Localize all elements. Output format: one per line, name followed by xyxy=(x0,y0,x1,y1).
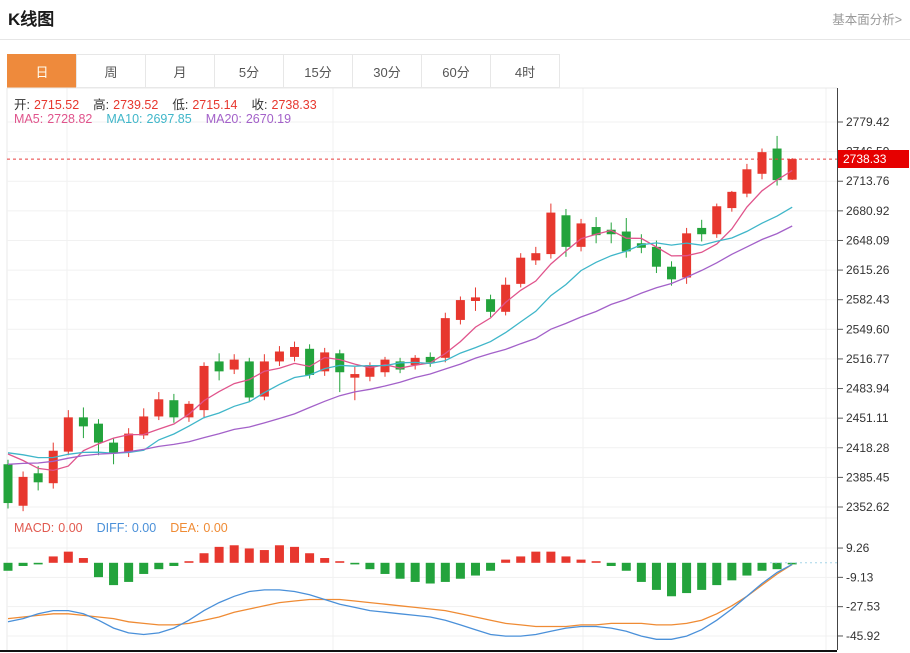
svg-text:2779.42: 2779.42 xyxy=(846,115,890,129)
metric-label: MA20: xyxy=(205,112,242,126)
metric-label: MACD: xyxy=(14,521,55,535)
widget-header: K线图 基本面分析> xyxy=(0,0,910,40)
tab-30min[interactable]: 30分 xyxy=(352,54,422,88)
fundamental-analysis-link[interactable]: 基本面分析> xyxy=(832,13,902,27)
metric-value: 2739.52 xyxy=(113,98,159,112)
svg-text:2615.26: 2615.26 xyxy=(846,263,890,277)
metric-label: 收: xyxy=(251,98,268,112)
metric-value: 0.00 xyxy=(203,521,228,535)
metric-label: 低: xyxy=(172,98,189,112)
tab-60min[interactable]: 60分 xyxy=(421,54,491,88)
metric-value: 2670.19 xyxy=(245,112,292,126)
svg-text:2648.09: 2648.09 xyxy=(846,233,890,247)
metric-value: 2715.52 xyxy=(33,98,80,112)
svg-text:2582.43: 2582.43 xyxy=(846,293,890,307)
metric-label: DEA: xyxy=(170,521,200,535)
metric-value: 0.00 xyxy=(58,521,83,535)
svg-text:2418.28: 2418.28 xyxy=(846,441,890,455)
metric-value: 0.00 xyxy=(131,521,157,535)
svg-text:-9.13: -9.13 xyxy=(846,570,874,584)
svg-text:2549.60: 2549.60 xyxy=(846,322,890,336)
metric-value: 2738.33 xyxy=(271,98,317,112)
metric-label: 高: xyxy=(93,98,110,112)
svg-text:-45.92: -45.92 xyxy=(846,629,880,643)
tab-5min[interactable]: 5分 xyxy=(214,54,284,88)
period-tabs: 日周月 5分 15分 30分 60分 4时 xyxy=(7,54,560,88)
svg-text:2385.45: 2385.45 xyxy=(846,470,890,484)
svg-text:9.26: 9.26 xyxy=(846,541,870,555)
svg-text:-27.53: -27.53 xyxy=(846,600,880,614)
metric-label: 开: xyxy=(14,98,30,112)
macd-info: MACD: 0.00 DIFF: 0.00 DEA: 0.00 xyxy=(14,521,242,535)
metric-value: 2728.82 xyxy=(47,112,93,126)
svg-text:2352.62: 2352.62 xyxy=(846,500,890,514)
svg-text:2713.76: 2713.76 xyxy=(846,174,890,188)
tab-15min[interactable]: 15分 xyxy=(283,54,353,88)
ma-info: MA5: 2728.82 MA10: 2697.85 MA20: 2670.19 xyxy=(14,112,305,126)
svg-text:2483.94: 2483.94 xyxy=(846,382,890,396)
tab-month[interactable]: 月 xyxy=(145,54,215,88)
current-price-badge: 2738.33 xyxy=(838,150,909,168)
metric-label: DIFF: xyxy=(96,521,128,535)
metric-label: MA5: xyxy=(14,112,44,126)
page-title: K线图 xyxy=(8,10,55,29)
svg-text:2516.77: 2516.77 xyxy=(846,352,890,366)
svg-text:2680.92: 2680.92 xyxy=(846,204,890,218)
metric-value: 2697.85 xyxy=(146,112,192,126)
tab-day[interactable]: 日 xyxy=(7,54,77,88)
svg-text:2451.11: 2451.11 xyxy=(846,411,889,425)
metric-value: 2715.14 xyxy=(192,98,238,112)
ohlc-info: 开: 2715.52 高: 2739.52 低: 2715.14 收: 2738.33 xyxy=(14,94,331,113)
metric-label: MA10: xyxy=(106,112,143,126)
